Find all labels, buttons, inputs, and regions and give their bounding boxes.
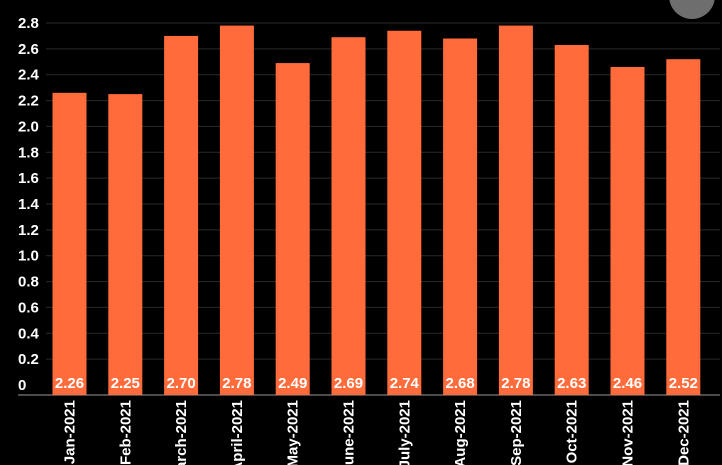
x-tick-label: Nov-2021 — [620, 400, 637, 465]
y-tick-label: 1.6 — [18, 170, 39, 187]
data-label: 2.70 — [166, 375, 195, 392]
y-tick-label: 1.2 — [18, 222, 39, 239]
y-tick-label: 0.8 — [18, 274, 39, 291]
data-label: 2.49 — [278, 375, 307, 392]
data-label: 2.78 — [222, 375, 251, 392]
data-label: 2.78 — [501, 375, 530, 392]
x-axis: Jan-2021 Feb-2021 March-2021 April-2021 May-… — [62, 400, 693, 465]
bar[interactable] — [275, 63, 310, 395]
x-tick-label: Oct-2021 — [564, 400, 581, 463]
data-label: 2.26 — [55, 375, 84, 392]
x-tick-label: May-2021 — [285, 400, 302, 465]
y-tick-label: 0.6 — [18, 299, 39, 316]
bar[interactable] — [164, 35, 199, 396]
bar[interactable] — [108, 94, 143, 395]
x-tick-label: Aug-2021 — [452, 400, 469, 465]
x-tick-label: June-2021 — [341, 400, 358, 465]
data-label: 2.68 — [445, 375, 474, 392]
bar[interactable] — [52, 92, 87, 396]
y-tick-label: 0 — [18, 377, 26, 394]
x-tick-label: Dec-2021 — [675, 400, 692, 465]
x-tick-label: March-2021 — [173, 400, 190, 465]
y-tick-label: 1.4 — [18, 196, 40, 213]
x-tick-label: July-2021 — [396, 400, 413, 465]
x-tick-label: April-2021 — [229, 400, 246, 465]
y-tick-label: 0.2 — [18, 351, 39, 368]
y-tick-label: 2.4 — [18, 67, 40, 84]
data-labels: 2.26 2.25 2.70 2.78 2.49 2.69 2.74 2.68 2.78 2.63… — [55, 375, 698, 392]
data-label: 2.69 — [334, 375, 363, 392]
bar[interactable] — [610, 66, 645, 395]
x-tick-label: Sep-2021 — [508, 400, 525, 465]
y-tick-label: 2.8 — [18, 15, 39, 32]
bar[interactable] — [331, 37, 366, 395]
data-label: 2.74 — [390, 375, 420, 392]
y-tick-label: 2.6 — [18, 41, 39, 58]
x-tick-label: Jan-2021 — [62, 400, 79, 464]
y-tick-label: 0.4 — [18, 325, 40, 342]
y-tick-label: 1.8 — [18, 144, 39, 161]
y-tick-label: 1.0 — [18, 248, 39, 265]
bar[interactable] — [219, 25, 254, 395]
y-axis: 0 0.2 0.4 0.6 0.8 1.0 1.2 1.4 1.6 1.8 2.0 2.2 2.4 2.6… — [18, 15, 40, 394]
bar[interactable] — [387, 30, 422, 396]
y-tick-label: 2.0 — [18, 118, 39, 135]
bar[interactable] — [443, 38, 478, 396]
bars — [52, 25, 701, 396]
bar[interactable] — [666, 59, 701, 395]
circle-button-icon[interactable] — [669, 0, 715, 19]
data-label: 2.52 — [669, 375, 698, 392]
data-label: 2.63 — [557, 375, 586, 392]
y-tick-label: 2.2 — [18, 93, 39, 110]
grid-lines — [18, 22, 720, 396]
bar[interactable] — [554, 44, 589, 395]
bar[interactable] — [498, 25, 533, 395]
data-label: 2.46 — [613, 375, 642, 392]
data-label: 2.25 — [111, 375, 140, 392]
x-tick-label: Feb-2021 — [117, 400, 134, 465]
